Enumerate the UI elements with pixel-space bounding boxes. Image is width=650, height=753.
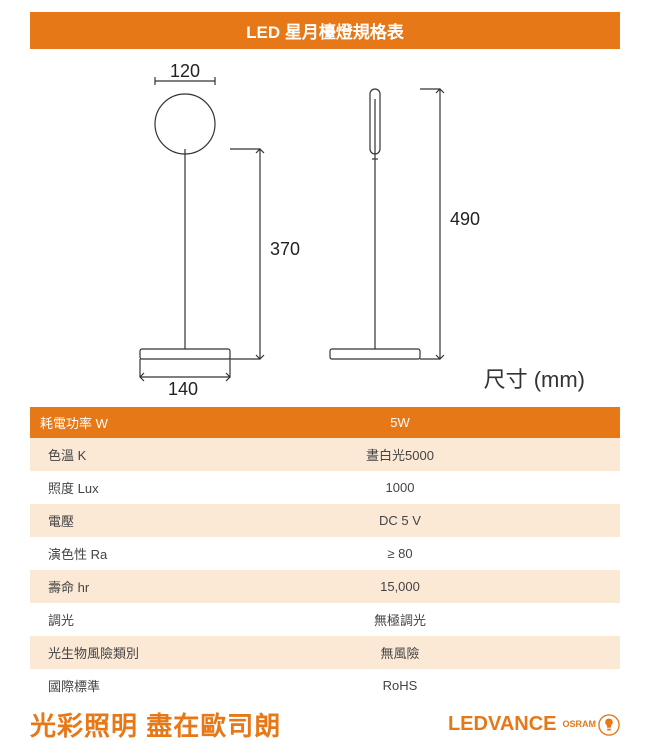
header-label: 耗電功率 W	[30, 407, 180, 438]
row-label: 演色性 Ra	[30, 537, 180, 570]
row-value: 晝白光5000	[180, 438, 620, 471]
table-header-row: 耗電功率 W 5W	[30, 407, 620, 438]
table-row: 色溫 K晝白光5000	[30, 438, 620, 471]
dim-base-width: 140	[168, 379, 198, 400]
title-bar: LED 星月檯燈規格表	[30, 12, 620, 49]
table-row: 調光無極調光	[30, 603, 620, 636]
row-value: ≥ 80	[180, 537, 620, 570]
row-value: 15,000	[180, 570, 620, 603]
row-label: 光生物風險類別	[30, 636, 180, 669]
footer: 光彩照明 盡在歐司朗 LEDVANCE OSRAM	[30, 706, 620, 743]
row-label: 國際標準	[30, 669, 180, 702]
row-label: 壽命 hr	[30, 570, 180, 603]
row-value: RoHS	[180, 669, 620, 702]
row-label: 照度 Lux	[30, 471, 180, 504]
sub-brand: OSRAM	[563, 720, 597, 729]
table-row: 演色性 Ra≥ 80	[30, 537, 620, 570]
table-row: 壽命 hr15,000	[30, 570, 620, 603]
row-label: 電壓	[30, 504, 180, 537]
row-value: 無風險	[180, 636, 620, 669]
dim-head-width: 120	[170, 61, 200, 82]
table-row: 電壓DC 5 V	[30, 504, 620, 537]
unit-label: 尺寸 (mm)	[484, 362, 585, 394]
table-row: 照度 Lux1000	[30, 471, 620, 504]
row-label: 調光	[30, 603, 180, 636]
bulb-icon	[598, 714, 620, 736]
row-value: DC 5 V	[180, 504, 620, 537]
dim-short-height: 370	[270, 239, 300, 260]
title-text: LED 星月檯燈規格表	[246, 23, 404, 42]
brand-block: LEDVANCE OSRAM	[448, 713, 620, 736]
row-value: 1000	[180, 471, 620, 504]
row-label: 色溫 K	[30, 438, 180, 471]
table-row: 光生物風險類別無風險	[30, 636, 620, 669]
dim-tall-height: 490	[450, 209, 480, 230]
table-row: 國際標準RoHS	[30, 669, 620, 702]
brand-name: LEDVANCE	[448, 713, 557, 736]
header-value: 5W	[180, 407, 620, 438]
spec-table: 耗電功率 W 5W 色溫 K晝白光5000照度 Lux1000電壓DC 5 V演…	[30, 407, 620, 702]
row-value: 無極調光	[180, 603, 620, 636]
dimension-diagram: 120 370 140 490 尺寸 (mm)	[30, 59, 620, 399]
slogan: 光彩照明 盡在歐司朗	[30, 706, 281, 743]
